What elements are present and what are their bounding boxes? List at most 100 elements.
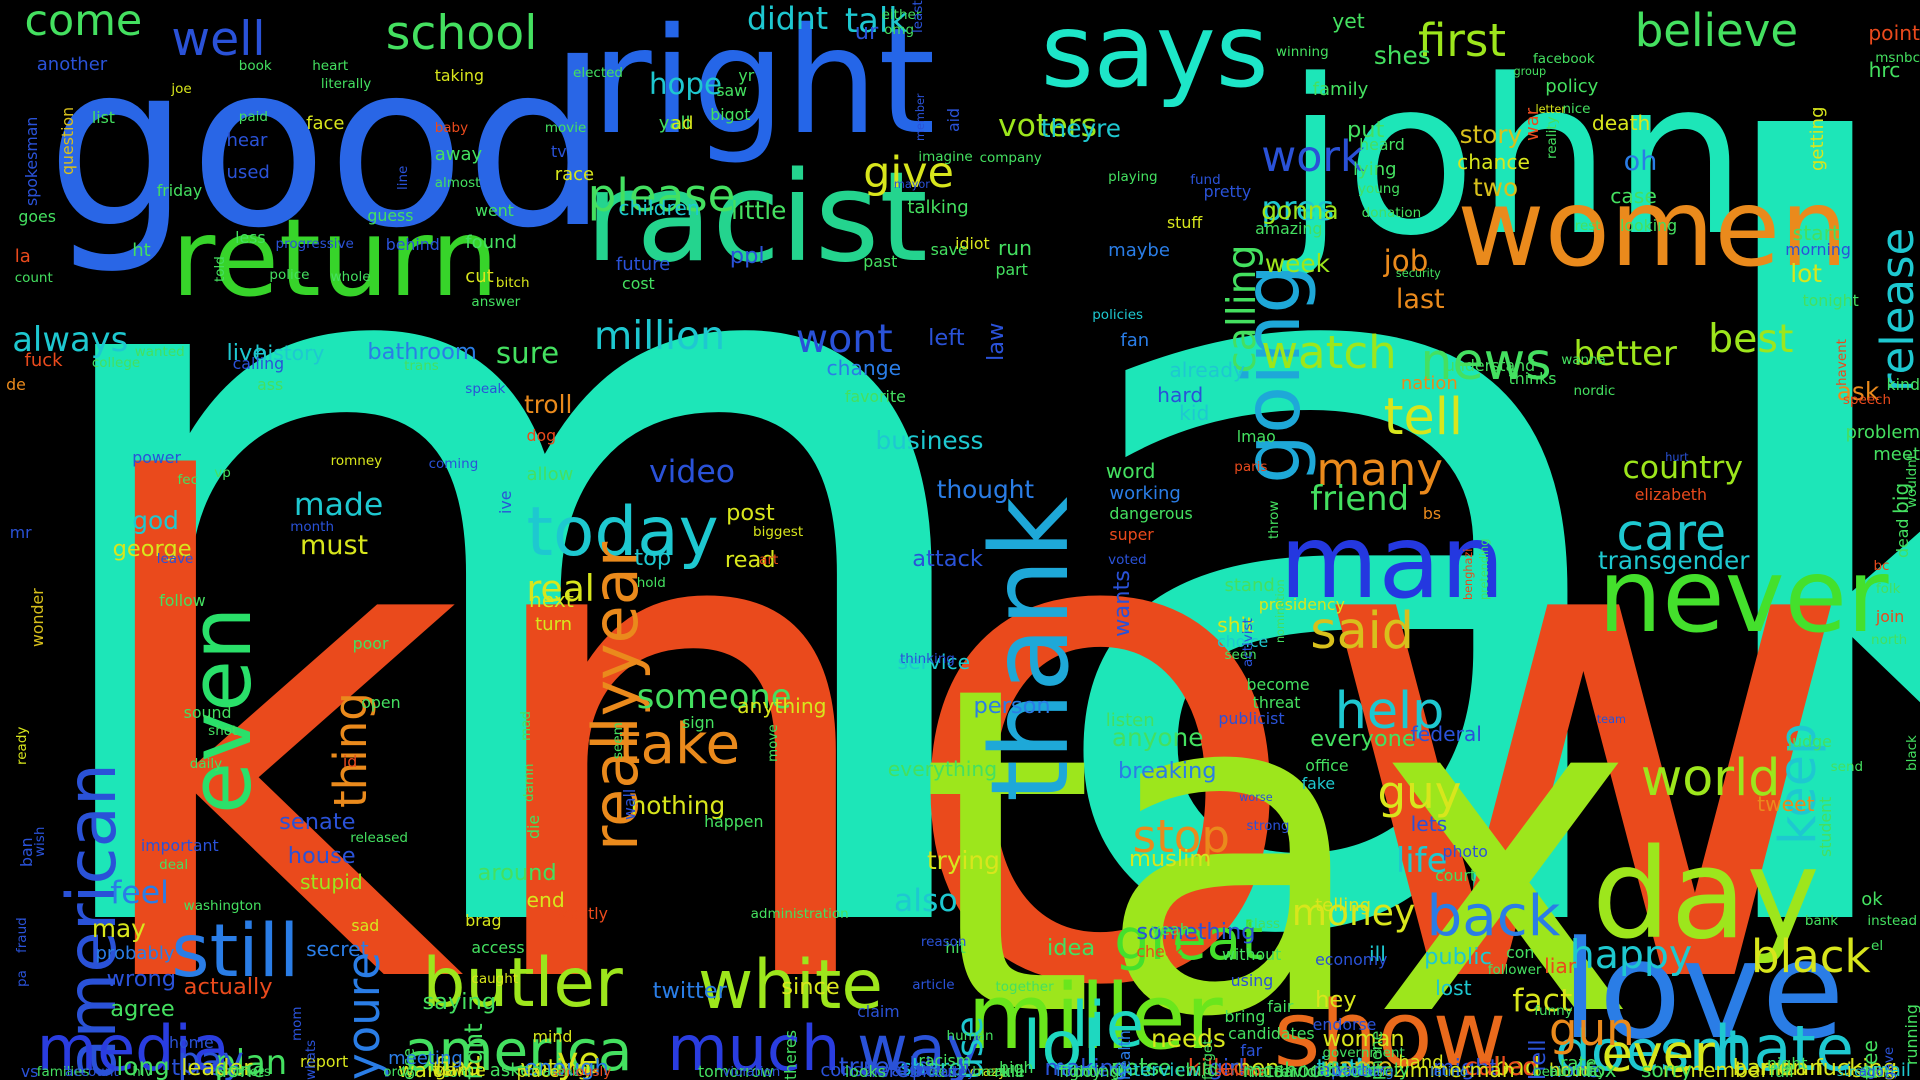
word-tell: tell <box>1383 387 1463 447</box>
word-word: word <box>1105 458 1156 483</box>
word-ht: ht <box>132 240 151 262</box>
word-children: children <box>618 196 700 221</box>
word-come: come <box>24 0 143 46</box>
word-super: super <box>1109 525 1154 545</box>
word-give: give <box>863 148 954 199</box>
word-worse: worse <box>1239 791 1273 805</box>
word-vp: vp <box>214 465 231 482</box>
word-company: company <box>979 150 1042 167</box>
word-hear: hear <box>226 130 268 152</box>
word-art: art <box>759 551 779 568</box>
word-stuff: stuff <box>1166 213 1203 233</box>
word-said: said <box>1310 601 1414 661</box>
word-country: country <box>1622 450 1744 487</box>
word-economy: economy <box>1315 950 1388 970</box>
word-wow: wow <box>432 1064 463 1080</box>
word-arent: arent <box>542 1064 579 1080</box>
word-report: report <box>300 1051 349 1071</box>
word-racism: racism <box>918 1050 972 1070</box>
word-care: care <box>1616 503 1727 563</box>
word-allow: allow <box>526 464 574 486</box>
word-guy: guy <box>1377 765 1462 819</box>
word-baby: baby <box>434 119 469 136</box>
word-tax: tax <box>918 592 1638 1080</box>
word-line: line <box>395 165 412 190</box>
word-almost: almost <box>434 174 481 191</box>
word-remember: remember <box>1662 1057 1769 1080</box>
word-theyre: theyre <box>1040 114 1121 144</box>
word-bigot: bigot <box>710 105 751 125</box>
word-stop: stop <box>1132 809 1230 863</box>
word-romney: romney <box>330 452 383 469</box>
word-dangerous: dangerous <box>1109 504 1193 524</box>
word-latino: latino <box>1430 1064 1469 1080</box>
word-white: white <box>697 945 883 1025</box>
word-still: still <box>171 909 300 995</box>
word-bring: bring <box>1224 1006 1266 1026</box>
word-theres: theres <box>780 1030 800 1080</box>
word-lot: lot <box>1790 258 1822 288</box>
word-team: team <box>1596 713 1626 727</box>
word-voice: voice <box>1111 1055 1172 1080</box>
word-place: place <box>516 1062 560 1080</box>
word-women: women <box>1457 167 1849 292</box>
word-reason: reason <box>920 934 967 950</box>
word-donation: donation <box>1361 205 1422 222</box>
word-love: love <box>1561 912 1845 1070</box>
word-imagine: imagine <box>918 149 973 166</box>
word-ago: ago <box>1858 1064 1884 1080</box>
word-birthday: birthday <box>1548 1064 1606 1080</box>
word-question: question <box>58 106 78 176</box>
word-business: business <box>875 426 984 456</box>
word-saying: saying <box>422 989 497 1016</box>
word-another: another <box>36 54 108 76</box>
word-probably: probably <box>95 943 175 965</box>
word-playing: playing <box>1108 168 1158 185</box>
word-winning: winning <box>1275 43 1329 60</box>
word-everyone: everyone <box>1310 725 1416 752</box>
word-poor: poor <box>352 634 389 654</box>
word-mean: mean <box>1759 1055 1824 1080</box>
word-break: break <box>972 1064 1011 1080</box>
word-times: times <box>171 1055 235 1080</box>
word-media: media <box>36 1012 230 1080</box>
word-email: email <box>1861 1059 1911 1080</box>
word-maybe: maybe <box>1108 240 1170 262</box>
word-bank: bank <box>1804 913 1839 930</box>
word-ok: ok <box>1861 889 1883 911</box>
word-zimmerman: zimmerman <box>1393 1057 1515 1080</box>
word-north: north <box>1871 631 1908 648</box>
word-facebook: facebook <box>1533 51 1595 68</box>
word-record: record <box>428 1064 472 1080</box>
word-host: host <box>1860 1064 1890 1080</box>
word-fox: fox <box>1585 1057 1617 1080</box>
word-paid: paid <box>238 108 268 125</box>
word-deal: deal <box>159 856 189 873</box>
word-fuck: fuck <box>24 350 63 372</box>
word-wish: wish <box>31 826 48 858</box>
word-girl: girl <box>1208 1055 1245 1080</box>
word-done: done <box>214 1057 265 1080</box>
word-away: away <box>434 143 483 165</box>
word-happy: happy <box>1569 931 1693 978</box>
word-wonder: wonder <box>27 587 47 647</box>
word-black: black <box>1751 929 1871 983</box>
word-least: least <box>909 0 926 33</box>
word-fucking: fucking <box>1814 1055 1898 1080</box>
word-thank: thank <box>968 496 1093 803</box>
word-wanna: wanna <box>1561 352 1606 369</box>
word-elected: elected <box>573 64 623 81</box>
word-school: school <box>385 5 538 61</box>
word-america: america <box>404 1018 633 1080</box>
word-friend: friend <box>1310 478 1410 518</box>
word-work: work <box>1261 132 1365 183</box>
word-class: class <box>1246 915 1281 932</box>
word-god: god <box>132 505 179 535</box>
word-well: well <box>171 11 266 67</box>
word-answer: answer <box>471 293 521 310</box>
word-post: post <box>726 500 775 527</box>
word-federal: federal <box>1410 721 1482 746</box>
word-student: student <box>1815 796 1835 858</box>
word-la: la <box>14 246 31 268</box>
